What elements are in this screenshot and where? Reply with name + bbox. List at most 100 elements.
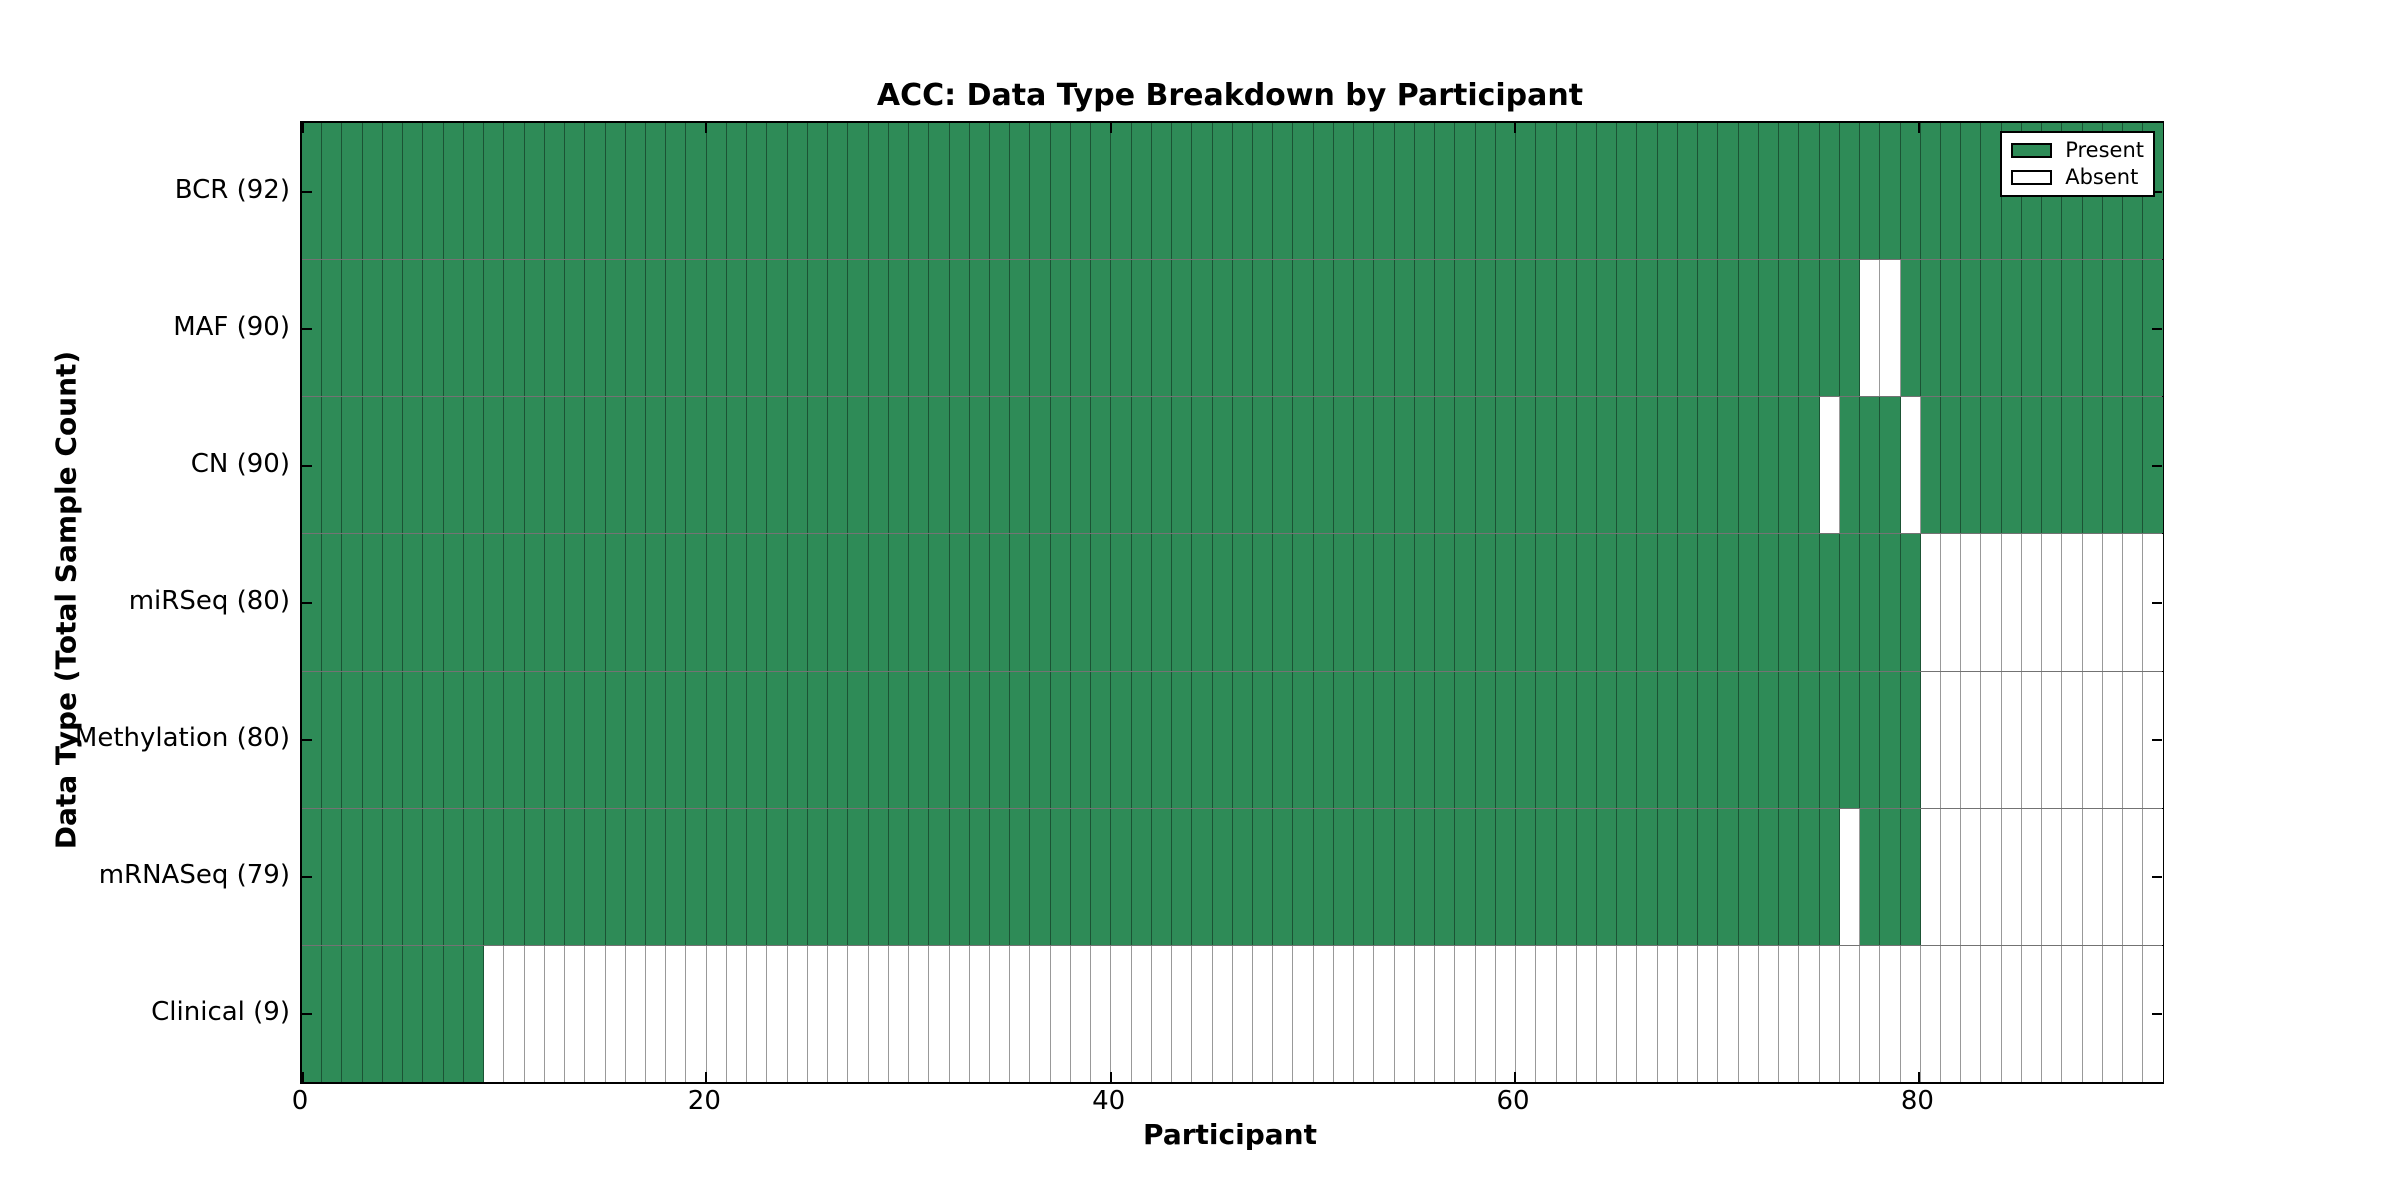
cell [1597, 397, 1618, 534]
cell [1030, 123, 1051, 260]
cell [1536, 945, 1557, 1082]
cell [726, 671, 748, 808]
cell [362, 671, 383, 808]
cell [1819, 123, 1840, 260]
cell [342, 260, 363, 397]
cell [1657, 397, 1678, 534]
cell [1394, 123, 1415, 260]
cell [1597, 534, 1618, 671]
cell [1758, 945, 1780, 1082]
cell [767, 808, 788, 945]
cell [1860, 397, 1881, 534]
cell [1253, 534, 1274, 671]
cell [726, 397, 748, 534]
cell [302, 808, 323, 945]
cell [1940, 534, 1962, 671]
cell [1860, 260, 1881, 397]
cell [1232, 808, 1254, 945]
cell [1516, 123, 1537, 260]
cell [443, 123, 464, 260]
cell [1617, 671, 1638, 808]
cell [787, 808, 808, 945]
cell [1273, 671, 1294, 808]
cell [1860, 808, 1881, 945]
cell [1657, 123, 1678, 260]
cell [848, 671, 869, 808]
cell [1677, 808, 1699, 945]
cell [969, 808, 990, 945]
cell [1010, 123, 1031, 260]
cell [1738, 671, 1759, 808]
cell [888, 123, 910, 260]
cell [1516, 808, 1537, 945]
cell [342, 397, 363, 534]
cell [2102, 671, 2124, 808]
cell [1637, 808, 1658, 945]
cell [1010, 534, 1031, 671]
cell [2062, 260, 2083, 397]
cell [1698, 260, 1719, 397]
cell [1172, 808, 1193, 945]
cell [1313, 671, 1334, 808]
cell [544, 534, 566, 671]
cell [1779, 397, 1800, 534]
cell [1617, 123, 1638, 260]
cell [605, 534, 626, 671]
cell [1516, 534, 1537, 671]
cell [1435, 671, 1456, 808]
cell [1131, 260, 1152, 397]
cell [484, 671, 505, 808]
cell [1617, 260, 1638, 397]
cell [1900, 808, 1921, 945]
y-tick-label: MAF (90) [173, 311, 290, 342]
cell [362, 260, 383, 397]
cell [1961, 260, 1982, 397]
y-tick [2152, 190, 2162, 193]
cell [2082, 260, 2103, 397]
cell [848, 123, 869, 260]
cell [403, 397, 424, 534]
cell [848, 397, 869, 534]
cell [463, 945, 485, 1082]
cell [2021, 945, 2043, 1082]
cell [1799, 123, 1820, 260]
cell [1313, 260, 1334, 397]
cell [828, 945, 849, 1082]
cell [1677, 397, 1699, 534]
cell [706, 123, 727, 260]
cell [625, 397, 646, 534]
cell [1799, 945, 1820, 1082]
cell [322, 808, 343, 945]
cell [423, 260, 444, 397]
cell [1010, 671, 1031, 808]
cell [1131, 397, 1152, 534]
cell [1151, 534, 1173, 671]
cell [1475, 945, 1496, 1082]
cell [888, 945, 910, 1082]
cell [1981, 671, 2002, 808]
cell [706, 808, 727, 945]
cell [1495, 123, 1517, 260]
cell [2062, 945, 2083, 1082]
cell [807, 945, 829, 1082]
cell [585, 534, 606, 671]
cell [1374, 808, 1395, 945]
cell [1738, 945, 1759, 1082]
cell [949, 123, 970, 260]
cell [605, 671, 626, 808]
cell [1091, 123, 1112, 260]
cell [1354, 260, 1375, 397]
cell [544, 397, 566, 534]
cell [1556, 260, 1577, 397]
cell [565, 123, 586, 260]
cell [1495, 671, 1517, 808]
cell [2102, 808, 2124, 945]
cell [504, 397, 525, 534]
cell [2062, 808, 2083, 945]
cell [989, 260, 1011, 397]
cell [1374, 123, 1395, 260]
cell [565, 671, 586, 808]
cell [1374, 397, 1395, 534]
cell [2001, 397, 2022, 534]
cell [1212, 671, 1233, 808]
